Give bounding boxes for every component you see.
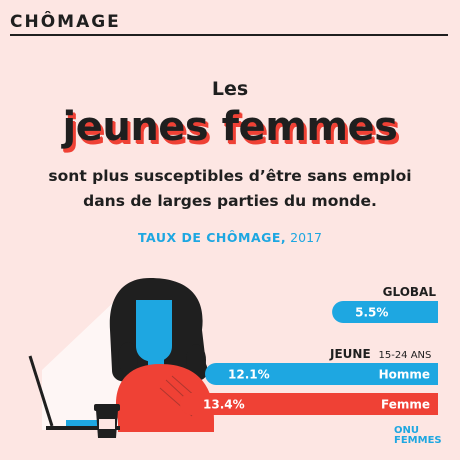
- group-label-global: GLOBAL: [383, 285, 437, 299]
- headline-main: jeunes femmes: [62, 104, 398, 150]
- un-women-logo: ONU FEMMES: [394, 426, 442, 446]
- coffee-sleeve: [99, 419, 115, 429]
- group-label-jeune-main: JEUNE: [329, 347, 371, 361]
- chart-title-strong: TAUX DE CHÔMAGE,: [138, 230, 287, 245]
- bar-value-femme: 13.4%: [203, 398, 245, 412]
- bar-value-homme: 12.1%: [228, 368, 270, 382]
- group-label-jeune-age: 15-24 ANS: [378, 350, 431, 361]
- chart-title: TAUX DE CHÔMAGE, 2017: [0, 230, 460, 245]
- bar-jeune-femme: [180, 393, 438, 415]
- hair-bun-left: [118, 342, 138, 374]
- headline-sub: sont plus susceptibles d’être sans emplo…: [0, 164, 460, 214]
- bar-value-global: 5.5%: [355, 306, 388, 320]
- chart-title-year: 2017: [290, 230, 322, 245]
- laptop-screen: [28, 355, 54, 427]
- headline-sub-line1: sont plus susceptibles d’être sans emplo…: [48, 167, 412, 185]
- logo-line1: ONU: [394, 425, 419, 436]
- section-title: CHÔMAGE: [10, 12, 121, 32]
- sweater: [115, 364, 214, 432]
- title-divider: [10, 34, 448, 36]
- hair-bun-right: [186, 344, 206, 376]
- bar-jeune-homme: [205, 363, 438, 385]
- group-label-jeune: JEUNE 15-24 ANS: [329, 347, 431, 361]
- face: [136, 300, 172, 362]
- coffee-lid: [94, 404, 120, 411]
- bar-global: [332, 301, 438, 323]
- logo-line2: FEMMES: [394, 435, 442, 446]
- woman-laptop-illustration: [28, 278, 214, 438]
- headline-sub-line2: dans de larges parties du monde.: [83, 192, 377, 210]
- bar-name-homme: Homme: [379, 368, 430, 382]
- bar-name-femme: Femme: [381, 398, 430, 412]
- headline-pre: Les: [211, 78, 249, 100]
